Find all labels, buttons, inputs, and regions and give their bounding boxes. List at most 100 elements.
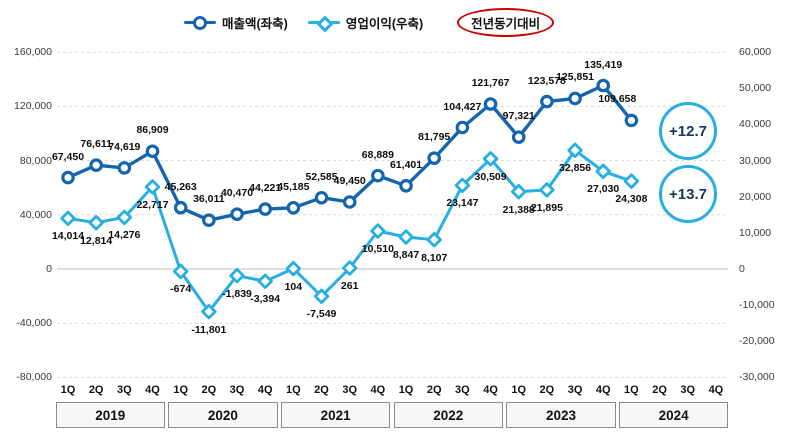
data-label: 68,889	[361, 148, 394, 161]
data-label: -1,839	[222, 287, 252, 300]
left-axis-tick: 0	[46, 263, 52, 275]
yoy-circled-label: 전년동기대비	[457, 7, 555, 37]
quarter-label: 4Q	[145, 384, 160, 396]
quarter-label: 1Q	[60, 384, 76, 396]
quarter-label: 4Q	[483, 384, 498, 396]
data-label: 74,619	[108, 140, 141, 153]
profit-point-marker	[229, 267, 245, 284]
year-cell: 2024	[618, 402, 729, 428]
data-label: 81,795	[418, 131, 451, 144]
quarter-label: 4Q	[370, 384, 386, 396]
data-label: 14,014	[51, 230, 85, 243]
profit-point-marker	[60, 210, 76, 227]
quarter-label: 2Q	[314, 384, 329, 396]
quarter-label: 1Q	[173, 384, 189, 396]
revenue-point-marker	[117, 161, 132, 175]
profit-point-marker	[285, 260, 302, 277]
data-label: 10,510	[361, 243, 394, 256]
year-cell: 2022	[393, 402, 504, 428]
right-axis-tick: -10,000	[739, 299, 775, 312]
year-cell: 2020	[168, 402, 278, 428]
revenue-point-marker	[568, 91, 582, 106]
right-axis-tick: 10,000	[739, 226, 772, 239]
profit-line-diamond-icon	[307, 15, 340, 33]
data-label: -7,549	[306, 308, 337, 321]
revenue-yoy-badge: +12.7	[659, 102, 717, 161]
left-axis-tick: -40,000	[16, 317, 52, 330]
revenue-point-marker	[314, 190, 329, 205]
revenue-point-marker	[145, 144, 160, 159]
quarter-label: 2Q	[426, 384, 442, 396]
data-label: 61,401	[389, 158, 423, 171]
profit-point-marker	[88, 214, 104, 231]
right-axis-tick: 60,000	[739, 46, 772, 59]
right-axis-tick: 0	[739, 263, 745, 275]
data-label: 44,221	[249, 182, 282, 195]
left-axis-tick: 160,000	[14, 46, 52, 59]
right-axis-tick: -20,000	[739, 335, 775, 348]
data-label: 121,767	[471, 77, 510, 89]
quarter-label: 3Q	[680, 384, 696, 396]
quarter-label: 3Q	[455, 384, 470, 396]
data-label: 8,847	[392, 249, 420, 262]
revenue-point-marker	[511, 130, 526, 144]
data-label: 21,895	[530, 201, 563, 214]
profit-point-marker	[116, 209, 133, 226]
year-cell: 2021	[280, 402, 391, 428]
data-label: 24,308	[615, 193, 648, 206]
revenue-line-circle-icon	[184, 15, 216, 30]
data-label: 45,263	[164, 180, 197, 193]
quarter-label: 1Q	[398, 384, 414, 396]
legend-item-revenue: 매출액(좌축)	[184, 13, 288, 32]
profit-point-marker	[623, 173, 640, 189]
quarter-label: 3Q	[116, 384, 132, 396]
data-label: 52,585	[305, 170, 338, 183]
revenue-point-marker	[455, 120, 470, 135]
profit-point-marker	[482, 151, 499, 167]
quarter-label: 2Q	[88, 384, 104, 396]
revenue-point-marker	[286, 200, 301, 215]
quarter-label: 3Q	[229, 384, 245, 396]
data-label: 12,814	[80, 234, 113, 247]
profit-point-marker	[342, 260, 358, 276]
data-label: 23,147	[446, 197, 479, 210]
revenue-point-marker	[61, 170, 75, 185]
quarter-label: 3Q	[342, 384, 358, 396]
left-axis-tick: 120,000	[14, 100, 52, 113]
year-cell: 2019	[55, 402, 165, 428]
quarter-label: 2Q	[201, 384, 217, 396]
data-label: -11,801	[191, 323, 227, 336]
legend-item-profit: 영업이익(우축)	[307, 13, 424, 33]
legend-label-profit: 영업이익(우축)	[345, 16, 424, 31]
revenue-point-marker	[596, 78, 611, 93]
revenue-point-marker	[202, 213, 216, 228]
revenue-point-marker	[89, 158, 103, 172]
revenue-point-marker	[173, 200, 188, 215]
data-label: 32,856	[558, 162, 592, 175]
profit-point-marker	[539, 182, 555, 198]
data-label: -3,394	[250, 293, 281, 306]
data-label: 36,011	[193, 193, 225, 206]
right-axis-tick: 50,000	[739, 82, 772, 95]
data-label: 40,470	[220, 187, 254, 200]
profit-yoy-badge: +13.7	[659, 165, 717, 224]
right-axis-tick: 20,000	[739, 190, 772, 203]
profit-point-marker	[595, 163, 611, 180]
revenue-point-marker	[540, 94, 554, 109]
year-cell: 2023	[506, 402, 616, 428]
data-label: 123,578	[527, 74, 566, 87]
data-label: 27,030	[587, 183, 620, 196]
left-axis-tick: -80,000	[16, 371, 52, 384]
data-label: 135,419	[584, 58, 623, 71]
profit-point-marker	[398, 229, 414, 245]
profit-point-marker	[370, 223, 386, 239]
data-label: 22,717	[136, 198, 169, 211]
legend: 매출액(좌축) 영업이익(우축) 전년동기대비	[184, 7, 555, 37]
data-label: 21,388	[502, 203, 535, 216]
quarter-label: 1Q	[624, 384, 639, 396]
profit-point-marker	[201, 303, 217, 320]
right-axis-tick: 40,000	[739, 118, 772, 131]
profit-point-marker	[257, 273, 273, 289]
profit-point-marker	[144, 179, 161, 195]
